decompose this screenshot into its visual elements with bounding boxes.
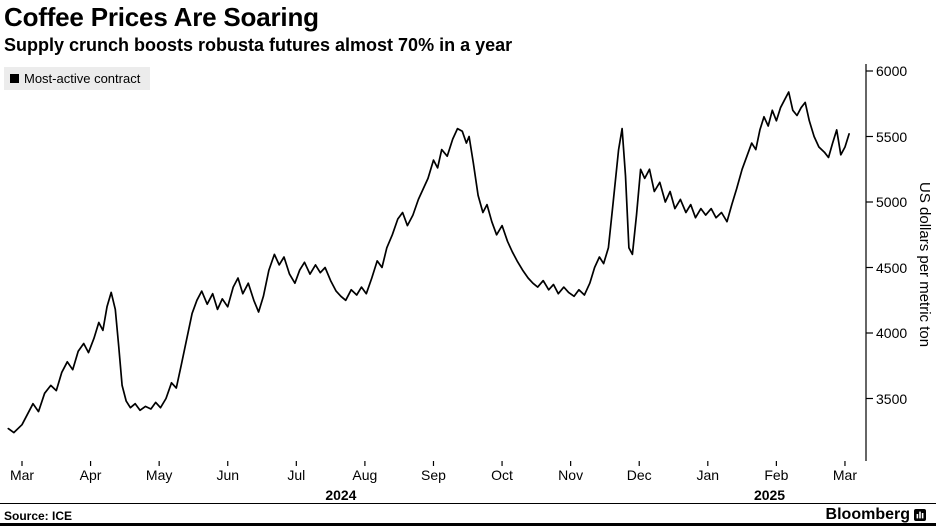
x-axis-tick-label: Aug — [352, 467, 378, 483]
y-axis-tick-label: 3500 — [876, 390, 908, 407]
x-axis-tick-label: Mar — [9, 467, 35, 483]
legend-marker-square — [10, 74, 19, 83]
y-axis-tick-label: 4000 — [876, 325, 908, 341]
y-axis-tick-label: 6000 — [876, 63, 908, 79]
x-axis-year-label: 2024 — [325, 487, 357, 503]
x-axis-tick-label: May — [145, 467, 173, 483]
x-axis-tick-label: Feb — [764, 467, 789, 483]
y-axis-tick-label: 4500 — [876, 259, 908, 276]
chart-title: Coffee Prices Are Soaring — [4, 2, 319, 32]
x-axis-year-label: 2025 — [753, 487, 786, 503]
x-axis-tick-label: Sep — [421, 467, 446, 483]
x-axis-tick-label: Mar — [832, 467, 858, 483]
y-axis-tick-label: 5500 — [876, 128, 908, 145]
bloomberg-wordmark: Bloomberg — [825, 506, 910, 523]
y-axis-tick-label: 5000 — [876, 194, 908, 210]
legend: Most-active contract — [4, 67, 151, 90]
x-axis-tick-label: Nov — [558, 467, 584, 483]
x-axis-tick-label: Jun — [216, 467, 240, 483]
bloomberg-logo-icon — [914, 509, 926, 521]
x-axis-tick-label: Apr — [79, 467, 102, 483]
y-axis-title: US dollars per metric ton — [916, 182, 933, 348]
x-axis-tick-label: Jul — [287, 467, 306, 483]
price-line — [7, 91, 850, 434]
x-axis-tick-label: Jan — [696, 467, 720, 483]
x-axis-tick-label: Dec — [626, 467, 652, 483]
bloomberg-logo: Bloomberg — [826, 506, 926, 524]
source-label: Source: ICE — [4, 509, 73, 523]
chart-subtitle: Supply crunch boosts robusta futures alm… — [4, 35, 513, 55]
bottom-border — [0, 523, 936, 526]
legend-label: Most-active contract — [24, 71, 141, 86]
footer-divider — [0, 503, 936, 504]
x-axis-tick-label: Oct — [491, 467, 513, 483]
